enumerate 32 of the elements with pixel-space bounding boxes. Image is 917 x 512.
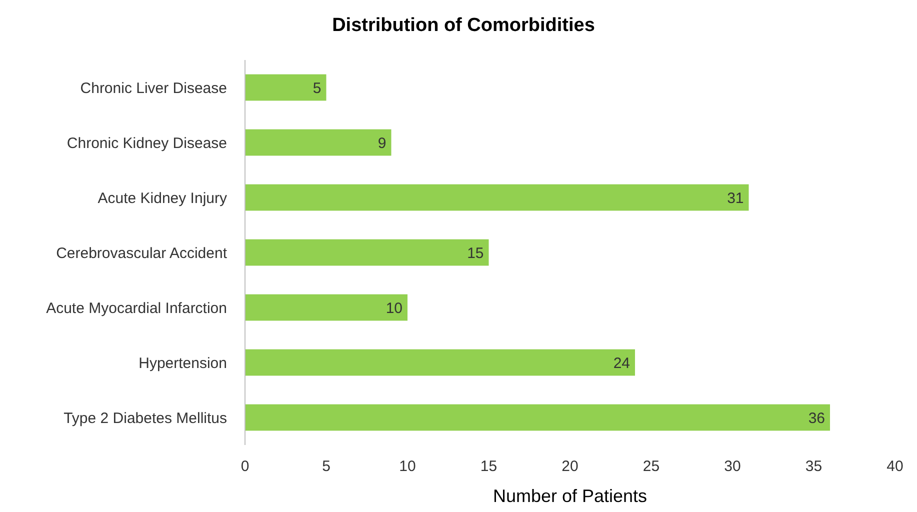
x-tick-label: 15 xyxy=(480,458,498,475)
y-tick-label: Acute Myocardial Infarction xyxy=(46,300,227,317)
x-tick-label: 0 xyxy=(240,458,250,475)
x-tick-label: 30 xyxy=(724,458,741,475)
x-tick-label: 35 xyxy=(805,458,822,475)
bar xyxy=(245,294,408,321)
y-tick-label: Type 2 Diabetes Mellitus xyxy=(64,410,227,427)
data-label: 5 xyxy=(312,80,322,97)
bar xyxy=(245,184,749,211)
x-axis-title: Number of Patients xyxy=(492,486,648,506)
bar xyxy=(245,129,392,156)
bar xyxy=(245,349,635,376)
data-label: 31 xyxy=(727,190,744,207)
data-label: 24 xyxy=(613,354,630,372)
x-tick-label: 20 xyxy=(562,458,578,475)
x-tick-label: 10 xyxy=(399,458,416,475)
y-tick-label: Hypertension xyxy=(138,354,227,372)
chart-title: Distribution of Comorbidities xyxy=(332,15,595,36)
bar xyxy=(245,74,326,101)
y-tick-label: Cerebrovascular Accident xyxy=(56,244,228,262)
y-tick-label: Acute Kidney Injury xyxy=(98,190,228,207)
y-tick-label: Chronic Kidney Disease xyxy=(66,134,227,152)
bar xyxy=(245,404,830,431)
data-label: 15 xyxy=(467,244,484,262)
data-label: 36 xyxy=(808,410,825,427)
x-tick-label: 5 xyxy=(322,458,330,475)
y-tick-label: Chronic Liver Disease xyxy=(80,80,227,97)
x-tick-label: 25 xyxy=(642,458,660,475)
x-tick-label: 40 xyxy=(886,458,904,475)
data-label: 10 xyxy=(386,300,402,317)
bar xyxy=(245,239,489,266)
data-label: 9 xyxy=(378,134,386,152)
